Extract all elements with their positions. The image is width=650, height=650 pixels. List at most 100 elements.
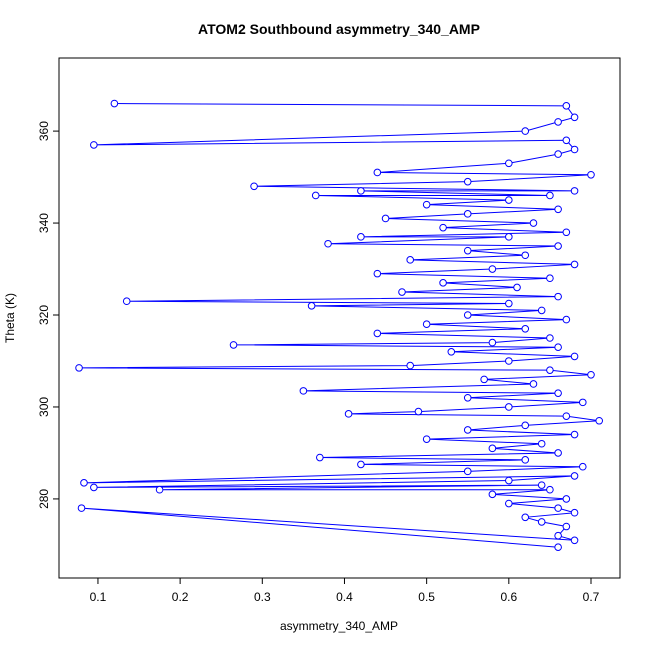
point	[562, 315, 571, 324]
y-tick-label: 340	[37, 213, 51, 233]
point	[357, 233, 365, 241]
point	[311, 191, 320, 200]
point	[488, 490, 497, 499]
point	[344, 410, 353, 418]
point	[554, 343, 562, 351]
point	[229, 341, 238, 349]
point	[155, 485, 164, 494]
point	[537, 306, 546, 315]
point	[505, 196, 513, 204]
point	[546, 366, 554, 374]
point	[562, 102, 571, 110]
series-line	[79, 103, 600, 548]
point	[546, 274, 554, 283]
point	[546, 485, 554, 494]
point	[505, 299, 513, 308]
point	[562, 495, 571, 503]
point	[299, 387, 308, 395]
x-tick-label: 0.5	[418, 590, 435, 604]
point	[90, 483, 98, 492]
point	[570, 352, 579, 361]
point	[463, 467, 472, 476]
point	[439, 223, 447, 232]
point	[422, 435, 431, 443]
point	[122, 297, 131, 306]
point	[357, 187, 365, 195]
point	[439, 279, 447, 287]
point	[406, 361, 415, 370]
point	[537, 439, 546, 448]
point	[513, 283, 521, 292]
x-tick-label: 0.7	[583, 590, 600, 604]
point	[529, 380, 538, 388]
point	[463, 426, 472, 434]
point	[463, 393, 472, 402]
point	[488, 444, 497, 453]
x-tick-label: 0.1	[90, 590, 107, 604]
point	[505, 233, 513, 241]
point	[570, 113, 579, 122]
x-axis-label: asymmetry_340_AMP	[280, 619, 398, 633]
point	[505, 476, 513, 485]
point	[554, 118, 562, 126]
point	[521, 325, 530, 333]
point	[521, 456, 530, 464]
point	[422, 200, 431, 209]
point	[307, 302, 316, 310]
point	[316, 453, 324, 462]
point	[373, 269, 382, 278]
point	[398, 288, 406, 296]
point	[463, 246, 472, 255]
y-axis-label: Theta (K)	[3, 293, 17, 343]
point	[537, 518, 546, 526]
point	[414, 407, 423, 416]
point	[570, 472, 579, 480]
chart-title: ATOM2 Southbound asymmetry_340_AMP	[198, 21, 480, 37]
point	[570, 187, 579, 195]
point	[554, 504, 562, 512]
point	[75, 364, 83, 372]
point	[587, 370, 595, 379]
point	[250, 182, 258, 191]
point	[546, 191, 554, 200]
point	[505, 159, 513, 168]
point	[505, 357, 513, 365]
point	[406, 256, 415, 264]
point	[110, 99, 119, 108]
x-tick-label: 0.6	[500, 590, 517, 604]
point	[77, 504, 86, 512]
point	[554, 543, 562, 551]
point	[554, 292, 562, 301]
point	[463, 177, 472, 186]
point	[595, 416, 604, 425]
point	[505, 403, 513, 411]
point	[562, 412, 571, 420]
point	[570, 508, 579, 517]
point	[521, 513, 530, 522]
point	[373, 168, 382, 177]
point	[537, 481, 546, 489]
y-tick-label: 360	[37, 121, 51, 141]
point	[480, 375, 488, 384]
y-tick-label: 280	[37, 489, 51, 509]
y-tick-label: 320	[37, 305, 51, 325]
point	[554, 531, 562, 540]
point	[554, 449, 562, 457]
point	[554, 242, 562, 250]
point	[488, 265, 497, 273]
y-tick-label: 300	[37, 397, 51, 417]
point	[570, 145, 579, 154]
point	[463, 311, 472, 319]
point	[570, 536, 579, 545]
point	[521, 251, 530, 260]
point	[554, 150, 562, 158]
point	[570, 260, 579, 269]
point	[357, 460, 365, 469]
point	[373, 329, 382, 338]
x-tick-label: 0.2	[172, 590, 189, 604]
plot-frame	[58, 57, 621, 579]
point	[546, 334, 554, 342]
point	[554, 205, 562, 214]
point	[562, 136, 571, 145]
